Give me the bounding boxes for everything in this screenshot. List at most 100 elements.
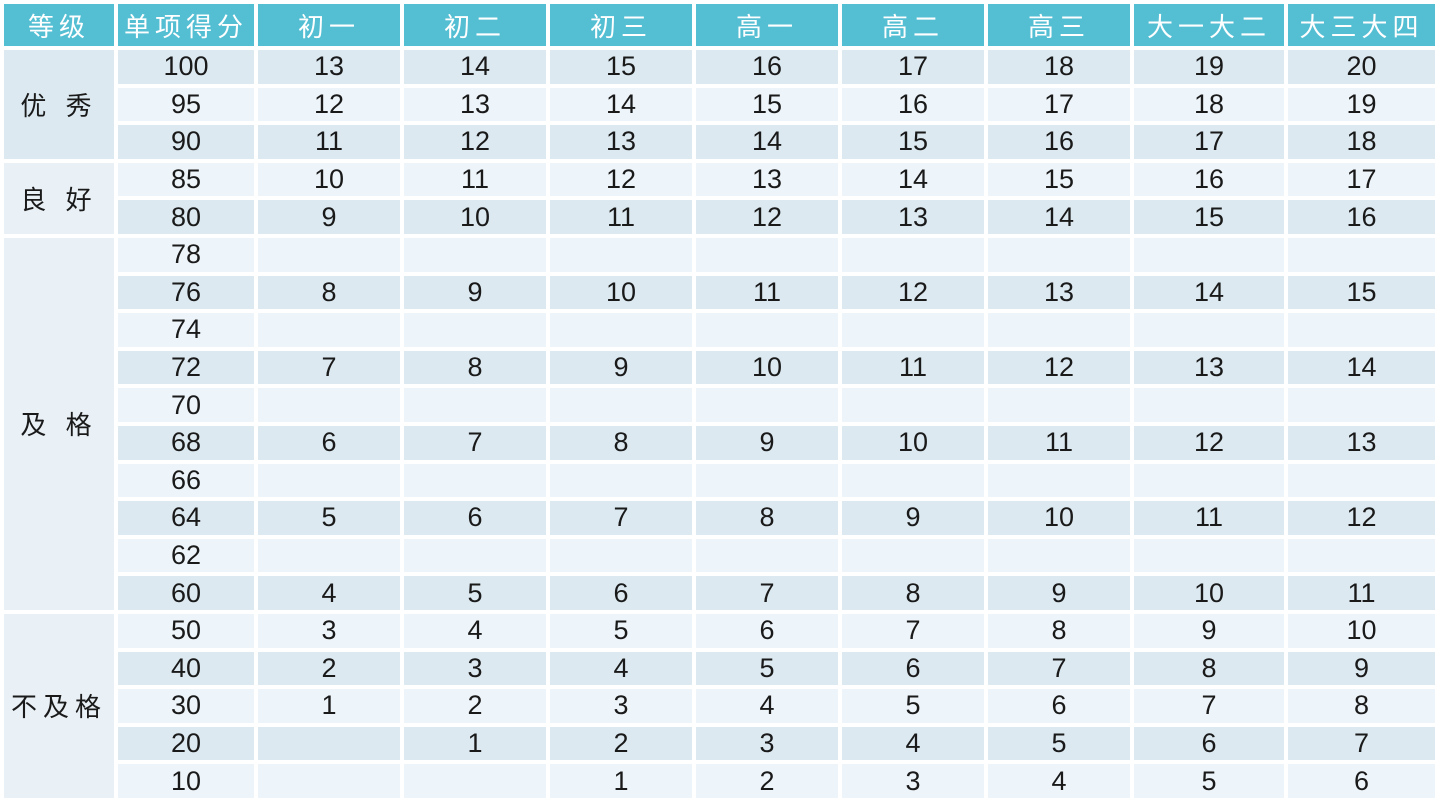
table-row: 30 1 2 3 4 5 6 7 8 xyxy=(4,689,1435,723)
table-row: 74 xyxy=(4,313,1435,347)
value-cell xyxy=(1288,313,1435,347)
value-cell: 15 xyxy=(1288,275,1435,310)
value-cell: 1 xyxy=(258,689,400,723)
value-cell: 3 xyxy=(842,764,984,798)
score-cell: 30 xyxy=(118,689,254,723)
value-cell: 10 xyxy=(1134,576,1284,610)
score-cell: 68 xyxy=(118,425,254,460)
score-cell: 70 xyxy=(118,388,254,422)
value-cell: 13 xyxy=(1288,425,1435,460)
value-cell: 12 xyxy=(988,350,1130,385)
value-cell xyxy=(988,388,1130,422)
value-cell: 15 xyxy=(550,50,692,84)
value-cell: 16 xyxy=(1134,162,1284,197)
value-cell xyxy=(404,313,546,347)
table-row: 70 xyxy=(4,388,1435,422)
header-junior-3: 初三 xyxy=(550,4,692,46)
value-cell: 13 xyxy=(550,125,692,159)
header-senior-3: 高三 xyxy=(988,4,1130,46)
value-cell: 8 xyxy=(696,501,838,535)
score-cell: 40 xyxy=(118,651,254,686)
header-senior-1: 高一 xyxy=(696,4,838,46)
table-row: 20 1 2 3 4 5 6 7 xyxy=(4,726,1435,761)
score-cell: 72 xyxy=(118,350,254,385)
value-cell: 2 xyxy=(550,726,692,761)
table-body: 优 秀 100 13 14 15 16 17 18 19 20 95 12 13 14 15 16 17 18 19… xyxy=(4,50,1435,798)
value-cell: 6 xyxy=(696,613,838,648)
value-cell xyxy=(404,463,546,498)
grade-cell: 及 格 xyxy=(4,237,114,610)
table-row: 62 xyxy=(4,538,1435,573)
value-cell: 5 xyxy=(550,613,692,648)
table-row: 66 xyxy=(4,463,1435,498)
table-row: 80 9 10 11 12 13 14 15 16 xyxy=(4,200,1435,234)
value-cell: 10 xyxy=(258,162,400,197)
score-cell: 20 xyxy=(118,726,254,761)
value-cell xyxy=(258,237,400,272)
grade-cell: 优 秀 xyxy=(4,50,114,159)
table-row: 76 8 9 10 11 12 13 14 15 xyxy=(4,275,1435,310)
value-cell xyxy=(1134,538,1284,573)
value-cell xyxy=(988,538,1130,573)
value-cell: 11 xyxy=(842,350,984,385)
value-cell: 14 xyxy=(404,50,546,84)
value-cell: 18 xyxy=(1288,125,1435,159)
value-cell: 9 xyxy=(1288,651,1435,686)
score-cell: 50 xyxy=(118,613,254,648)
value-cell: 12 xyxy=(550,162,692,197)
header-row: 等级 单项得分 初一 初二 初三 高一 高二 高三 大一大二 大三大四 xyxy=(4,4,1435,46)
value-cell: 8 xyxy=(550,425,692,460)
grade-cell: 不及格 xyxy=(4,613,114,798)
value-cell: 12 xyxy=(842,275,984,310)
score-cell: 95 xyxy=(118,87,254,122)
value-cell: 7 xyxy=(1288,726,1435,761)
value-cell: 5 xyxy=(988,726,1130,761)
value-cell: 9 xyxy=(988,576,1130,610)
value-cell: 14 xyxy=(842,162,984,197)
value-cell: 16 xyxy=(988,125,1130,159)
value-cell: 13 xyxy=(1134,350,1284,385)
value-cell: 11 xyxy=(988,425,1130,460)
value-cell: 6 xyxy=(258,425,400,460)
score-cell: 60 xyxy=(118,576,254,610)
value-cell xyxy=(550,463,692,498)
header-junior-2: 初二 xyxy=(404,4,546,46)
value-cell: 5 xyxy=(404,576,546,610)
value-cell: 7 xyxy=(258,350,400,385)
value-cell xyxy=(258,726,400,761)
value-cell: 8 xyxy=(258,275,400,310)
value-cell: 12 xyxy=(258,87,400,122)
table-row: 40 2 3 4 5 6 7 8 9 xyxy=(4,651,1435,686)
value-cell xyxy=(1134,388,1284,422)
value-cell: 10 xyxy=(842,425,984,460)
value-cell: 9 xyxy=(696,425,838,460)
value-cell xyxy=(404,538,546,573)
value-cell: 7 xyxy=(842,613,984,648)
value-cell: 14 xyxy=(1134,275,1284,310)
value-cell: 4 xyxy=(404,613,546,648)
value-cell: 6 xyxy=(404,501,546,535)
value-cell: 2 xyxy=(696,764,838,798)
value-cell: 9 xyxy=(258,200,400,234)
value-cell xyxy=(550,237,692,272)
score-cell: 66 xyxy=(118,463,254,498)
value-cell: 8 xyxy=(404,350,546,385)
table-row: 优 秀 100 13 14 15 16 17 18 19 20 xyxy=(4,50,1435,159)
value-cell: 4 xyxy=(988,764,1130,798)
value-cell: 20 xyxy=(1288,50,1435,84)
value-cell: 6 xyxy=(1134,726,1284,761)
table-row: 不及格 50 3 4 5 6 7 8 9 10 xyxy=(4,613,1435,798)
value-cell xyxy=(842,463,984,498)
value-cell xyxy=(696,237,838,272)
table-row: 60 4 5 6 7 8 9 10 11 xyxy=(4,576,1435,610)
value-cell: 9 xyxy=(404,275,546,310)
value-cell: 8 xyxy=(1134,651,1284,686)
table-row: 68 6 7 8 9 10 11 12 13 xyxy=(4,425,1435,460)
value-cell xyxy=(258,388,400,422)
value-cell xyxy=(842,388,984,422)
value-cell xyxy=(404,388,546,422)
value-cell: 6 xyxy=(842,651,984,686)
value-cell: 10 xyxy=(550,275,692,310)
score-cell: 10 xyxy=(118,764,254,798)
